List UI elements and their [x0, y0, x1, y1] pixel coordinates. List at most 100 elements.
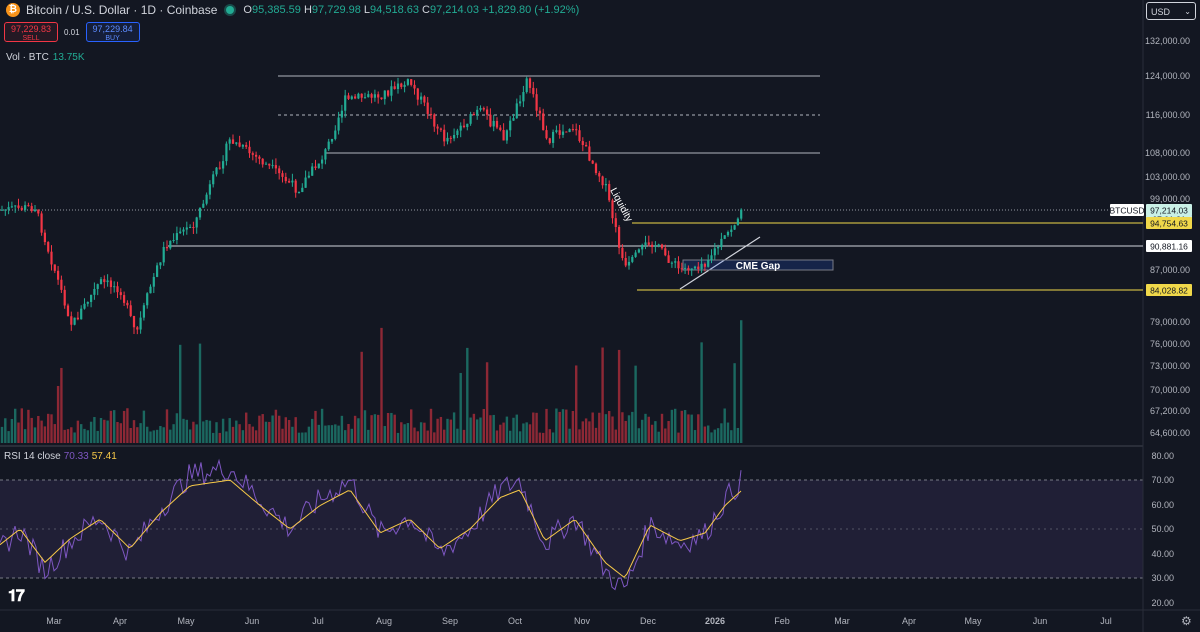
volume-bar: [66, 429, 70, 443]
trendline-support[interactable]: [679, 236, 761, 290]
volume-bar: [271, 415, 274, 443]
volume-bar: [10, 418, 14, 443]
time-tick-label: Dec: [640, 616, 657, 626]
volume-bar: [274, 409, 278, 443]
volume-bar: [357, 418, 360, 443]
candle-body: [354, 96, 357, 99]
tradingview-logo[interactable]: 𝟏𝟕: [8, 588, 25, 605]
candle-body: [367, 94, 370, 98]
volume-bar: [680, 410, 683, 443]
time-tick-label: May: [177, 616, 195, 626]
volume-bar: [89, 421, 93, 443]
volume-bar: [278, 415, 281, 443]
candle-body: [90, 294, 93, 302]
volume-bar: [528, 424, 532, 443]
candle-body: [495, 120, 499, 128]
volume-bar: [670, 409, 674, 443]
volume-bar: [109, 410, 113, 443]
rsi-tick-label: 50.00: [1151, 524, 1174, 534]
candle-body: [413, 84, 416, 89]
candle-body: [571, 129, 574, 131]
candle-body: [307, 175, 310, 178]
volume-bar: [644, 413, 647, 443]
volume-bar: [419, 422, 423, 443]
volume-bar: [713, 429, 716, 443]
market-status-icon[interactable]: [226, 6, 235, 14]
volume-bar: [736, 427, 740, 443]
candle-body: [83, 303, 86, 309]
candle-body: [535, 94, 538, 111]
candle-body: [337, 117, 340, 131]
candle-body: [218, 167, 221, 169]
volume-bar: [522, 423, 525, 443]
candle-body: [291, 180, 294, 183]
candle-body: [736, 218, 739, 226]
sell-price: 97,229.83: [10, 24, 52, 34]
candle-body: [146, 293, 149, 306]
rsi-legend[interactable]: RSI 14 close 70.33 57.41: [4, 451, 117, 462]
volume-bar: [221, 418, 225, 443]
volume-bar: [707, 425, 710, 443]
volume-legend[interactable]: Vol · BTC 13.75K: [6, 52, 85, 63]
candle-body: [165, 246, 169, 249]
volume-bar: [429, 408, 433, 443]
price-tick-label: 87,000.00: [1150, 265, 1190, 275]
time-tick-label: Jul: [1100, 616, 1112, 626]
volume-bar: [456, 428, 459, 443]
volume-bar: [340, 415, 344, 443]
candle-body: [172, 240, 175, 242]
symbol-header[interactable]: ₿ Bitcoin / U.S. Dollar · 1D · Coinbase …: [6, 3, 579, 17]
volume-bar: [185, 419, 188, 443]
candle-body: [301, 187, 304, 193]
candle-body: [7, 207, 10, 210]
rsi-tick-label: 40.00: [1151, 549, 1174, 559]
price-tick-label: 103,000.00: [1145, 172, 1190, 182]
volume-bar: [697, 414, 700, 443]
candle-body: [113, 286, 116, 288]
volume-bar: [581, 421, 584, 443]
volume-bar: [301, 432, 304, 443]
volume-bar: [212, 432, 215, 443]
symbol-title[interactable]: Bitcoin / U.S. Dollar · 1D · Coinbase: [26, 3, 218, 17]
candle-body: [387, 90, 390, 96]
volume-bar: [30, 417, 33, 443]
candles[interactable]: [0, 76, 743, 335]
volume-bar: [542, 432, 545, 443]
volume-bar: [363, 410, 367, 443]
volume-bar: [99, 417, 103, 443]
volume-bar: [139, 423, 142, 443]
time-tick-label: Feb: [774, 616, 790, 626]
candle-body: [192, 227, 195, 229]
volume-bar: [740, 320, 743, 443]
volume-bar: [132, 420, 136, 443]
volume-bar: [449, 419, 452, 443]
candle-body: [47, 242, 50, 252]
volume-bar: [116, 421, 119, 443]
currency-select[interactable]: USD ⌄: [1146, 2, 1196, 20]
volume-bar: [86, 430, 89, 443]
candle-body: [733, 225, 736, 230]
candle-body: [680, 268, 683, 270]
candle-body: [27, 205, 30, 207]
volume-bar: [700, 342, 703, 443]
candle-body: [60, 279, 63, 290]
candle-body: [106, 280, 109, 283]
candle-body: [429, 113, 433, 115]
buy-button[interactable]: 97,229.84 BUY: [85, 22, 140, 42]
cme-gap-box[interactable]: [682, 259, 834, 271]
candle-body: [548, 138, 551, 143]
settings-icon[interactable]: ⚙: [1181, 614, 1192, 628]
candle-body: [667, 255, 670, 263]
volume-bar: [608, 410, 611, 443]
candle-body: [251, 153, 254, 155]
candle-body: [175, 233, 178, 241]
volume-bar: [142, 410, 146, 443]
volume-bar: [245, 412, 248, 443]
sell-button[interactable]: 97,229.83 SELL: [4, 22, 58, 42]
candle-body: [222, 161, 225, 169]
candle-body: [525, 78, 528, 93]
volume-bar: [683, 410, 687, 443]
volume-bar: [568, 428, 571, 443]
volume-bar: [251, 426, 254, 443]
